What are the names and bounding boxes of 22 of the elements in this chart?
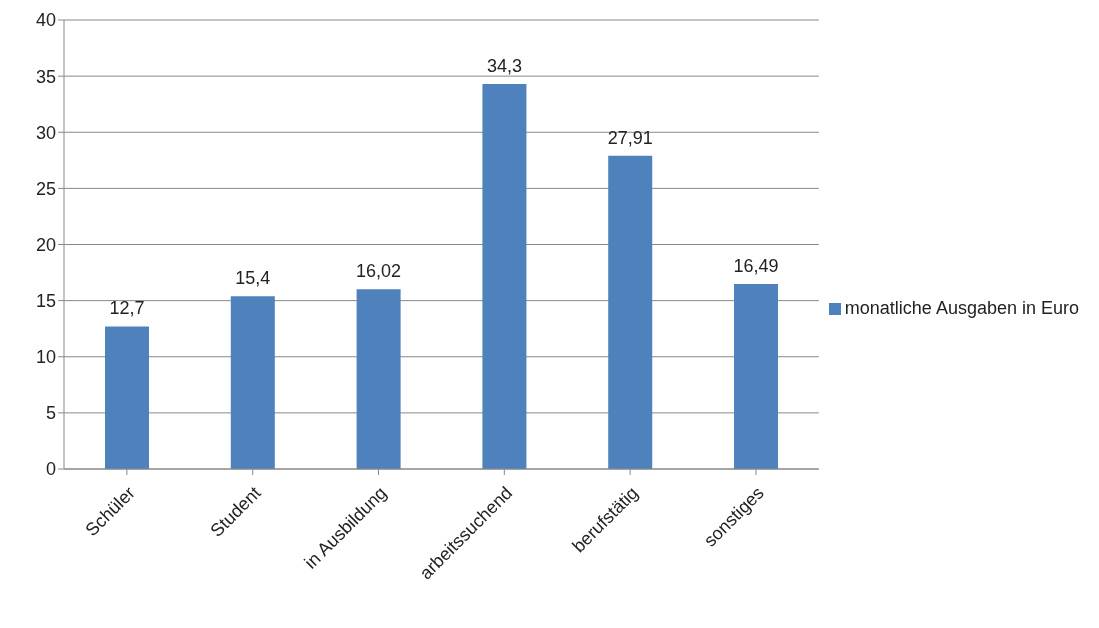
legend-label: monatliche Ausgaben in Euro: [844, 298, 1079, 318]
data-label: 27,91: [607, 127, 653, 148]
data-label: 16,02: [356, 261, 402, 282]
y-tick-label: 25: [35, 178, 56, 199]
bar: [356, 289, 401, 469]
bar: [734, 283, 779, 469]
y-tick-label: 0: [45, 459, 56, 480]
data-label: 16,49: [733, 255, 779, 276]
data-label: 12,7: [109, 298, 145, 319]
bar: [482, 83, 527, 469]
y-tick-label: 15: [35, 291, 56, 312]
y-tick-label: 10: [35, 347, 56, 368]
bar: [608, 155, 653, 469]
y-tick-label: 20: [35, 234, 56, 255]
bar: [105, 326, 149, 469]
data-label: 34,3: [486, 55, 522, 76]
bar: [230, 296, 275, 469]
y-tick-label: 30: [35, 122, 56, 143]
data-label: 15,4: [235, 268, 271, 289]
y-tick-label: 5: [45, 403, 56, 424]
y-tick-label: 40: [35, 10, 56, 31]
y-tick-label: 35: [35, 66, 56, 87]
